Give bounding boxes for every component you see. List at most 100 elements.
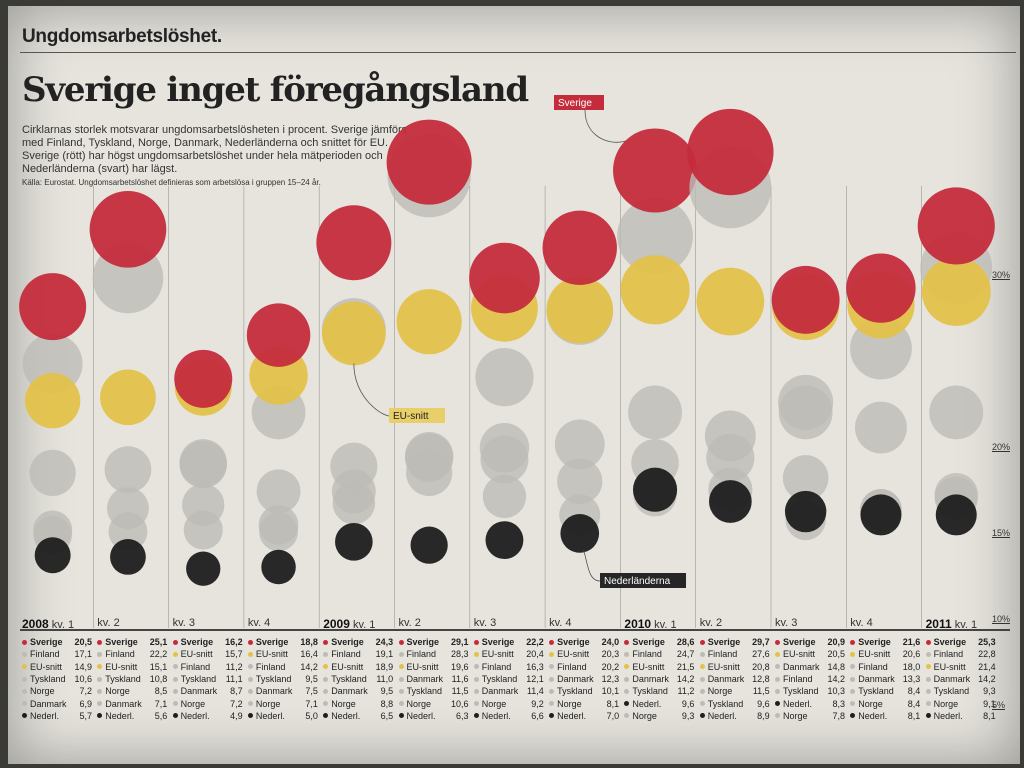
bubble-sverige-q11 — [771, 265, 840, 334]
country-name: Sverige — [481, 637, 515, 648]
country-value: 12,3 — [601, 674, 620, 685]
y-tick-label: 20% — [992, 442, 1011, 452]
country-name: Sverige — [331, 637, 364, 648]
country-name: Finland — [30, 649, 60, 660]
bubble-danmark-q5 — [331, 469, 376, 514]
legend-dot — [699, 664, 705, 670]
legend-dot — [97, 713, 103, 719]
table-row: Danmark 11,6 — [398, 673, 469, 685]
country-name: Danmark — [331, 686, 368, 697]
country-value: 10,6 — [74, 674, 92, 685]
country-name: EU-snitt — [406, 661, 439, 672]
country-value: 25,3 — [978, 637, 996, 648]
country-value: 14,2 — [300, 661, 318, 672]
country-name: Sverige — [557, 637, 590, 648]
table-row: Nederl. 8,1 — [925, 710, 996, 722]
country-value: 18,8 — [300, 637, 318, 648]
quarter-label: kv. 3 — [173, 617, 195, 629]
country-name: EU-snitt — [481, 649, 514, 660]
quarter-label: kv. 3 — [474, 617, 496, 629]
country-name: Finland — [858, 661, 888, 672]
country-name: Danmark — [783, 661, 820, 672]
legend-dot — [247, 676, 253, 682]
legend-dot — [247, 639, 253, 645]
callout-box-nederlanderna — [600, 573, 686, 588]
country-name: EU-snitt — [180, 649, 213, 660]
legend-dot — [850, 713, 856, 719]
y-tick-label: 15% — [992, 528, 1011, 538]
bubble-danmark-q3 — [182, 483, 225, 526]
country-value: 20,5 — [74, 637, 92, 648]
quarter-name: kv. 2 — [699, 617, 723, 629]
table-row: Finland 14,2 — [247, 661, 318, 673]
country-name: Norge — [30, 686, 55, 697]
quarter-name: kv. 2 — [398, 617, 421, 629]
country-value: 5,0 — [305, 710, 318, 721]
country-name: Danmark — [933, 674, 971, 685]
country-name: Nederl. — [632, 698, 662, 709]
legend-dot — [473, 651, 479, 657]
country-name: EU-snitt — [933, 661, 966, 672]
bubble-nederl-q1 — [34, 537, 71, 574]
quarter-name: kv. 4 — [247, 617, 271, 629]
country-name: Nederl. — [933, 710, 963, 721]
legend-dot — [172, 688, 178, 694]
country-name: EU-snitt — [858, 649, 891, 660]
country-name: Nederl. — [30, 710, 60, 721]
legend-dot — [549, 701, 555, 707]
table-row: Sverige 24,0 — [549, 636, 619, 648]
bubble-tyskland-q8 — [557, 458, 603, 504]
country-name: Finland — [255, 661, 286, 672]
country-value: 20,4 — [526, 649, 544, 660]
bubble-eu-snitt-q1 — [25, 373, 81, 429]
country-value: 14,2 — [978, 674, 996, 685]
table-row: Finland 27,6 — [699, 648, 770, 660]
country-name: Sverige — [406, 637, 440, 648]
bubble-eu-snitt-q6 — [396, 289, 462, 355]
country-name: EU-snitt — [783, 649, 816, 660]
country-name: Finland — [707, 649, 738, 660]
bubble-nederl-q9 — [632, 467, 678, 512]
quarter-name: kv. 3 — [172, 617, 196, 629]
table-row: Danmark 8,7 — [172, 685, 243, 697]
table-row: Finland 19,1 — [323, 648, 393, 660]
bubble-nederl-q13 — [935, 494, 977, 536]
table-row: Nederl. 7,0 — [549, 710, 619, 722]
bubble-danmark-q7 — [480, 435, 529, 484]
table-row: Nederl. 5,6 — [97, 710, 167, 722]
country-value: 16,4 — [300, 649, 318, 660]
country-value: 7,1 — [305, 698, 318, 709]
legend-dot — [624, 676, 630, 682]
table-row: Nederl. 6,3 — [398, 710, 469, 722]
country-value: 25,1 — [149, 637, 168, 648]
country-name: Nederl. — [105, 710, 135, 721]
table-row: Norge 8,1 — [549, 697, 619, 709]
legend-dot — [172, 664, 178, 670]
country-name: Finland — [180, 661, 211, 672]
country-name: Norge — [331, 698, 356, 709]
country-name: Tyskland — [255, 674, 292, 685]
country-value: 12,1 — [526, 674, 544, 685]
quarter-table: kv. 3 Sverige 22,2 EU-snitt 20,4 Finland 16,3 T… — [473, 617, 544, 722]
country-value: 29,1 — [450, 637, 469, 648]
country-name: Finland — [783, 674, 813, 685]
table-row: Finland 11,2 — [172, 661, 243, 673]
bubble-sverige-q13 — [917, 187, 995, 265]
country-value: 8,4 — [907, 698, 921, 709]
country-value: 6,3 — [455, 710, 469, 721]
country-name: Norge — [632, 710, 657, 721]
country-value: 8,4 — [907, 686, 921, 697]
y-tick-label: 10% — [992, 614, 1011, 624]
bubble-nederl-q10 — [709, 480, 752, 523]
bubble-nederl-q5 — [335, 522, 373, 561]
bubble-sverige-q7 — [469, 242, 540, 314]
legend-dot — [925, 688, 931, 694]
legend-dot — [549, 639, 555, 645]
country-value: 8,3 — [832, 698, 845, 709]
year-label: 2011 — [925, 617, 952, 631]
table-row: Sverige 20,9 — [775, 636, 845, 648]
callout-box-sverige — [554, 95, 604, 110]
country-value: 15,1 — [149, 661, 168, 672]
legend-dot — [22, 676, 27, 682]
country-name: EU-snitt — [707, 661, 740, 672]
